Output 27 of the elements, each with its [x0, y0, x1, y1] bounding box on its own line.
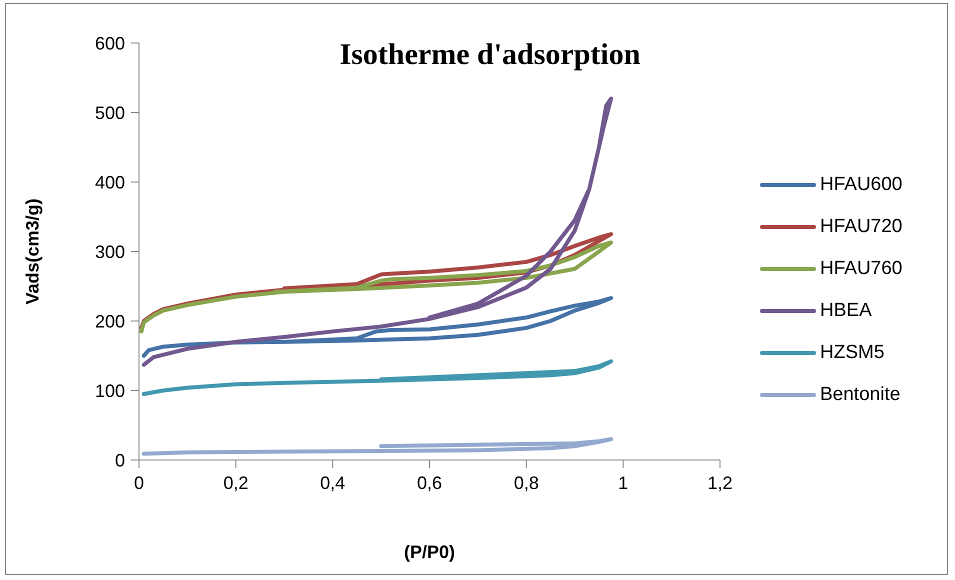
y-tick-label: 500 — [94, 102, 125, 123]
y-tick-label: 300 — [94, 242, 125, 262]
x-tick-label: 1,2 — [707, 472, 733, 493]
legend-label: HFAU760 — [820, 258, 902, 280]
line-series — [142, 359, 614, 396]
chart-title: Isotherme d'adsorption — [338, 38, 642, 72]
y-tick-label: 0 — [114, 450, 125, 470]
x-tick-label: 0,6 — [416, 472, 442, 493]
y-tick-label: 400 — [94, 172, 125, 192]
x-tick-label: 0 — [134, 472, 144, 493]
line-series — [142, 96, 614, 367]
x-tick-label: 1 — [618, 472, 628, 493]
legend-label: HFAU720 — [820, 216, 902, 238]
legend-label: HBEA — [820, 300, 872, 322]
x-tick-label: 0,2 — [223, 472, 248, 493]
line-series — [142, 437, 614, 456]
x-tick-label: 0,4 — [320, 472, 346, 493]
legend-label: Bentonite — [820, 384, 900, 406]
y-tick-label: 600 — [94, 33, 125, 54]
legend-label: HZSM5 — [820, 342, 884, 364]
x-tick-label: 0,8 — [514, 472, 539, 493]
y-axis-title: Vads(cm3/g) — [22, 198, 42, 305]
y-tick-label: 100 — [94, 380, 125, 401]
x-axis-title: (P/P0) — [404, 542, 456, 562]
line-series — [142, 296, 614, 358]
legend-label: HFAU600 — [820, 174, 902, 196]
y-tick-label: 200 — [94, 311, 125, 332]
